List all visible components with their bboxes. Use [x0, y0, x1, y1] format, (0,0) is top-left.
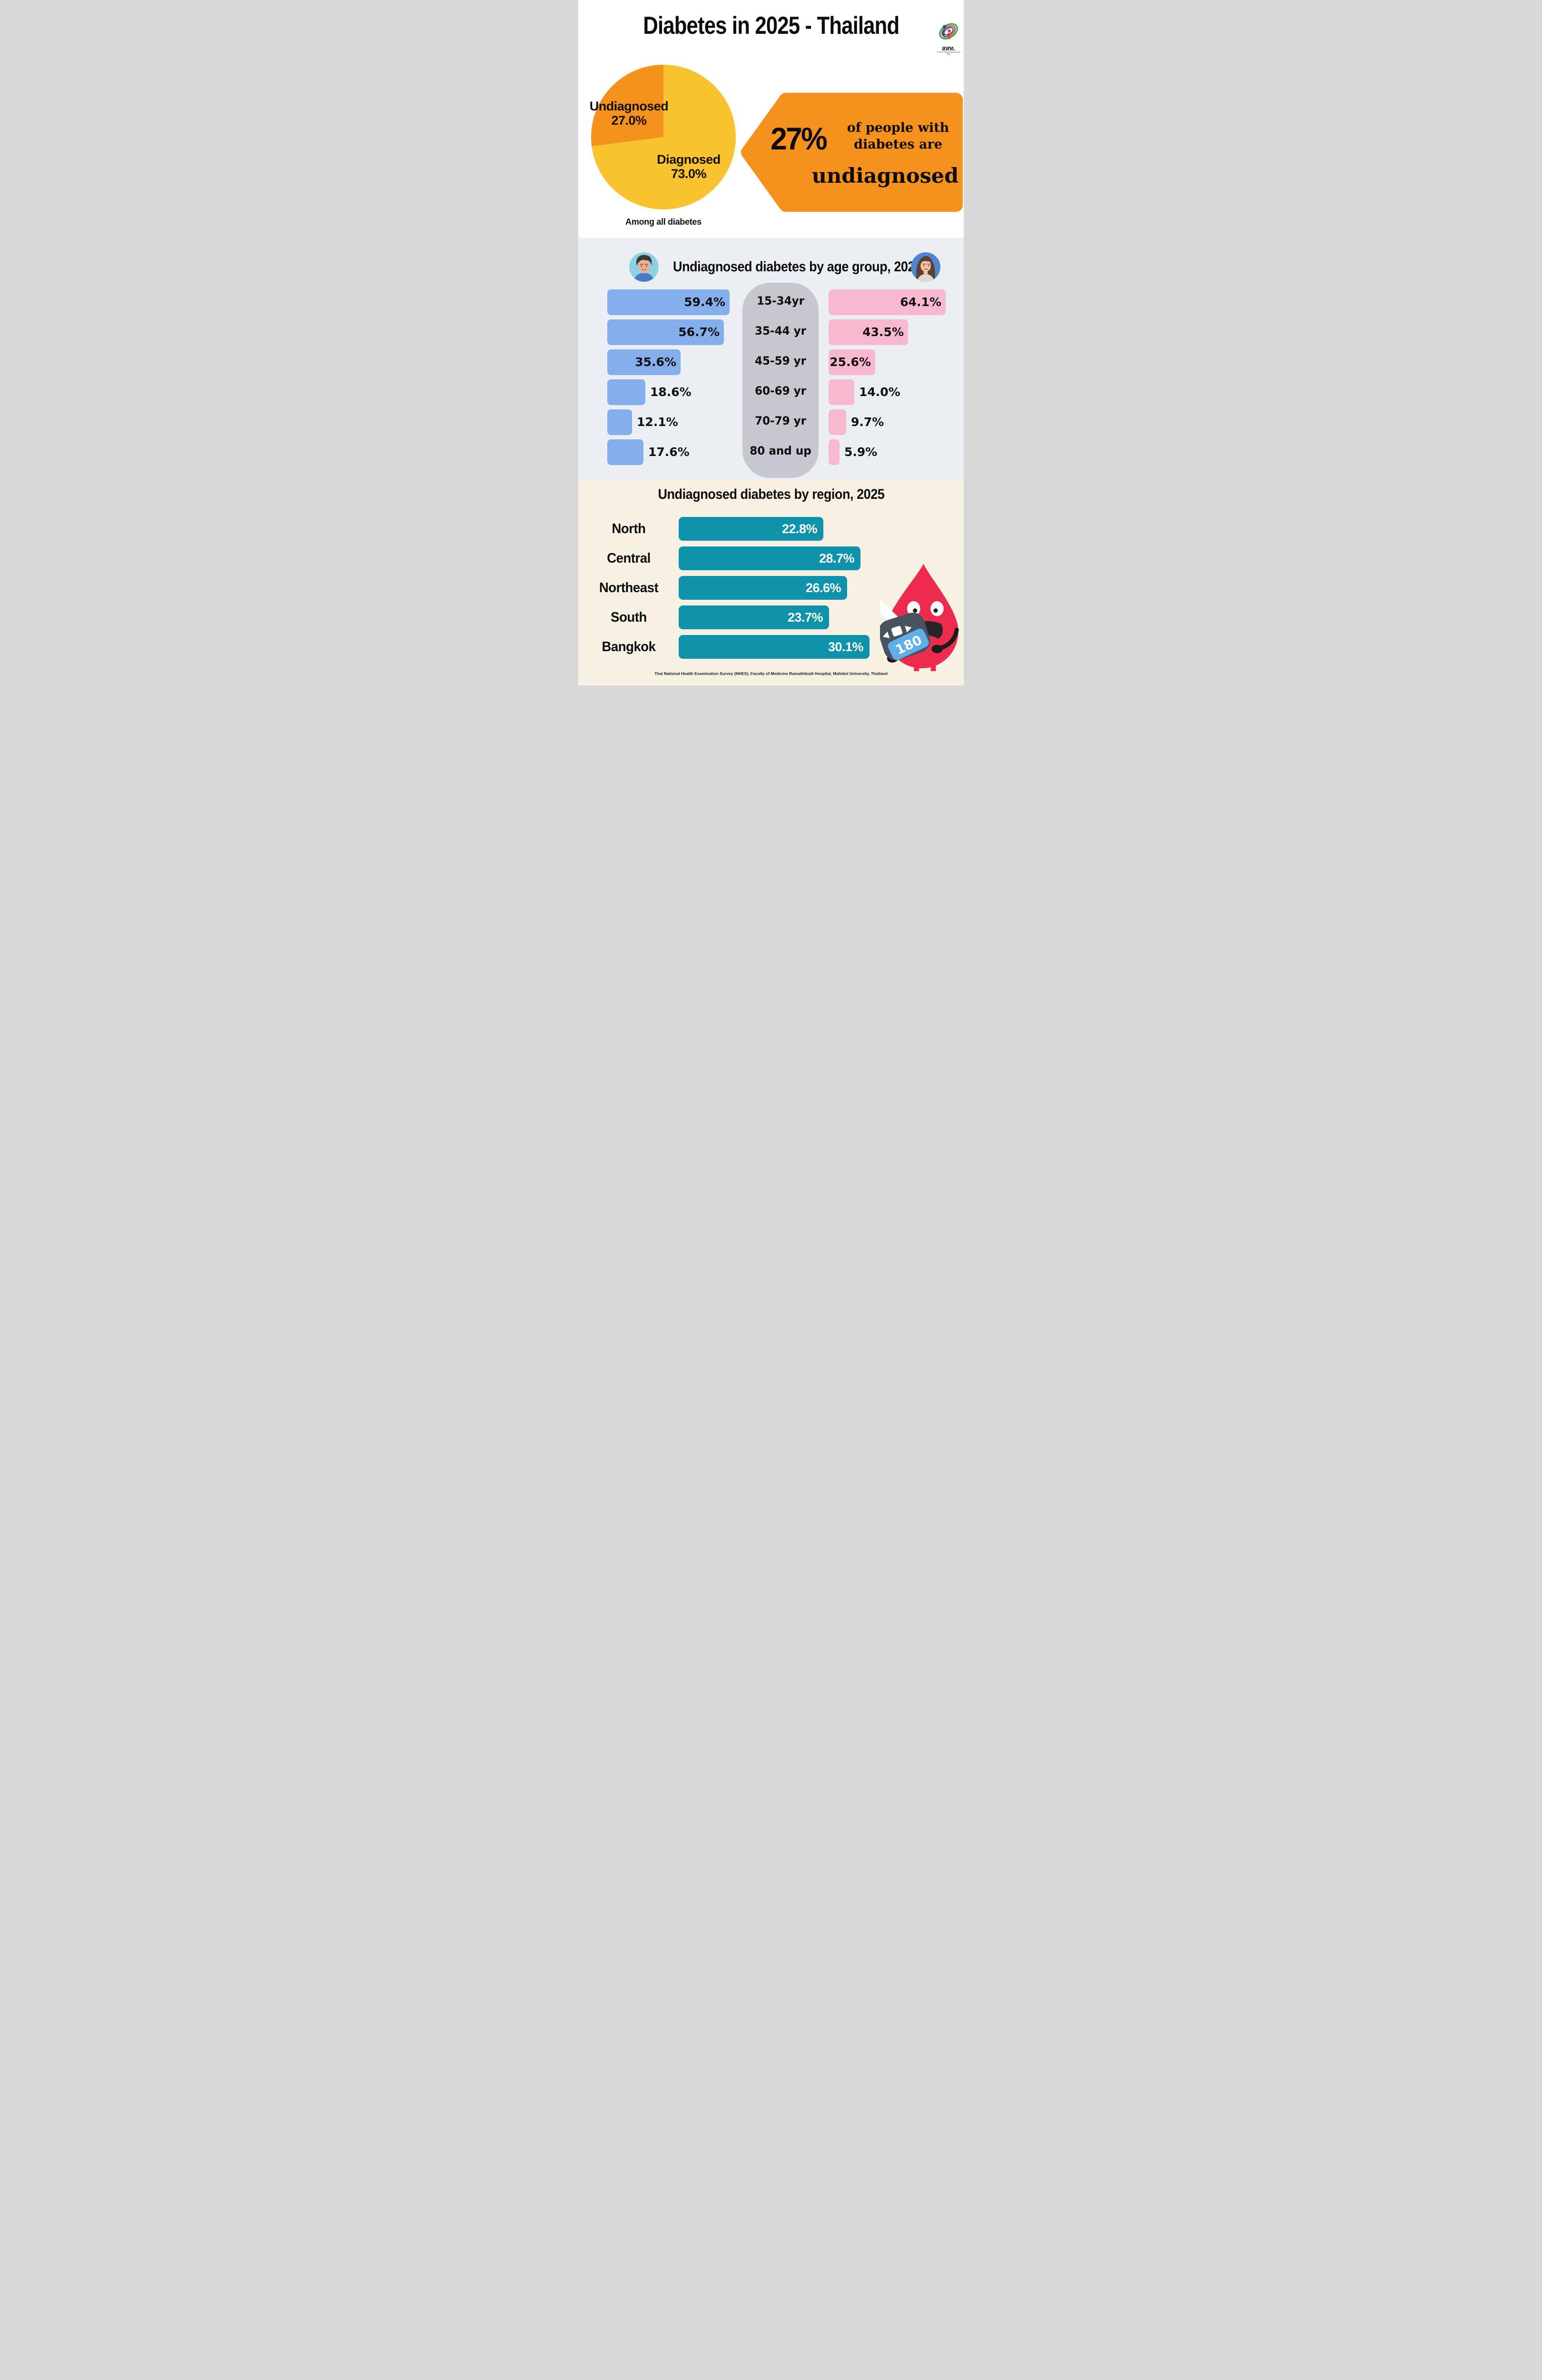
age-group-label: 35-44 yr: [754, 324, 807, 337]
region-bar-value: 28.7%: [819, 551, 855, 565]
age-bar-female: 64.1%: [829, 289, 946, 315]
region-bar: 23.7%: [679, 605, 829, 629]
blood-drop-mascot: 180: [865, 561, 962, 676]
age-bar-male: 35.6%: [607, 349, 681, 375]
age-group-label: 70-79 yr: [754, 414, 807, 427]
region-label: North: [612, 521, 646, 536]
region-bar-value: 30.1%: [828, 640, 864, 654]
age-group-label: 45-59 yr: [754, 354, 807, 367]
age-bar-female: [829, 379, 854, 405]
section-region-chart: Undiagnosed diabetes by region, 2025 Nor…: [578, 480, 964, 685]
age-bar-value: 9.7%: [851, 415, 884, 429]
region-label: Central: [607, 551, 651, 566]
age-bar-value: 5.9%: [844, 445, 878, 459]
region-bar: 28.7%: [679, 546, 860, 570]
age-group-label: 60-69 yr: [754, 384, 807, 397]
key-stat-callout: 27% of people with diabetes are undiagno…: [740, 93, 964, 212]
region-label: Northeast: [599, 580, 659, 595]
female-avatar: [911, 252, 940, 282]
male-avatar-icon: [629, 252, 659, 282]
age-bar-value: 56.7%: [678, 325, 720, 339]
region-chart-title: Undiagnosed diabetes by region, 2025: [658, 486, 884, 502]
age-group-label: 80 and up: [750, 444, 811, 457]
logo-abbr: สสท.: [941, 45, 956, 52]
age-bars-male: 59.4% 56.7% 35.6% 18.6% 12.1% 17.6%: [607, 289, 730, 469]
region-bar-value: 23.7%: [787, 610, 823, 625]
nhes-logo-icon: [939, 23, 958, 40]
blood-drop-icon: 180: [865, 564, 959, 676]
pie-caption: Among all diabetes: [625, 217, 702, 227]
source-footer: Thai National Health Examination Survey …: [654, 671, 888, 676]
age-bar-male: [607, 439, 643, 465]
age-bar-value: 59.4%: [684, 295, 725, 309]
age-bar-female: 43.5%: [829, 319, 908, 345]
callout-arrow-shape: [741, 93, 963, 212]
age-bar-female: 25.6%: [829, 349, 875, 375]
age-bar-male: [607, 409, 632, 435]
age-bars-female: 64.1% 43.5% 25.6% 14.0% 9.7% 5.9%: [829, 289, 946, 469]
age-group-label: 15-34yr: [756, 294, 805, 307]
age-bar-value: 14.0%: [859, 385, 900, 399]
region-bar-value: 22.8%: [781, 522, 818, 536]
age-bar-female: [829, 439, 840, 465]
age-bar-value: 35.6%: [635, 355, 676, 369]
pie-label-diagnosed: Diagnosed 73.0%: [657, 152, 721, 181]
age-bar-value: 12.1%: [637, 415, 678, 429]
male-avatar: [629, 252, 659, 282]
region-bar-value: 26.6%: [805, 581, 841, 595]
logo-caption: การสำรวจสุขภาพประชาชนไทย: [937, 51, 960, 56]
age-bar-value: 17.6%: [648, 445, 690, 459]
age-bar-value: 25.6%: [830, 355, 871, 369]
callout-text: of people with diabetes are: [847, 120, 949, 152]
infographic-page: Diabetes in 2025 - Thailand สสท. การสำรว…: [578, 0, 964, 685]
page-title: Diabetes in 2025 - Thailand: [642, 12, 900, 40]
age-bar-male: 56.7%: [607, 319, 724, 345]
callout-stat: 27%: [771, 121, 828, 156]
region-bar: 22.8%: [679, 517, 823, 541]
nhes-logo: สสท. การสำรวจสุขภาพประชาชนไทย: [936, 21, 961, 56]
pie-chart-diagnosed-share: [591, 65, 736, 209]
age-bar-value: 64.1%: [900, 295, 941, 309]
age-bar-female: [829, 409, 846, 435]
region-label: South: [611, 610, 647, 625]
section-age-chart: Undiagnosed diabetes by age group, 2025: [578, 238, 964, 480]
age-group-axis: 15-34yr 35-44 yr 45-59 yr 60-69 yr 70-79 yr 8…: [742, 283, 819, 478]
age-bar-male: 59.4%: [607, 289, 730, 315]
region-bar: 26.6%: [679, 576, 847, 600]
region-bar: 30.1%: [679, 635, 870, 659]
age-bar-value: 18.6%: [650, 385, 692, 399]
section-overview: Diabetes in 2025 - Thailand สสท. การสำรว…: [578, 0, 964, 238]
callout-emphasis: undiagnosed: [811, 164, 959, 188]
age-chart-title: Undiagnosed diabetes by age group, 2025: [673, 259, 922, 275]
female-avatar-icon: [911, 252, 940, 282]
region-label: Bangkok: [602, 639, 656, 654]
age-bar-male: [607, 379, 645, 405]
pie-label-undiagnosed: Undiagnosed 27.0%: [589, 99, 669, 128]
age-bar-value: 43.5%: [862, 325, 904, 339]
